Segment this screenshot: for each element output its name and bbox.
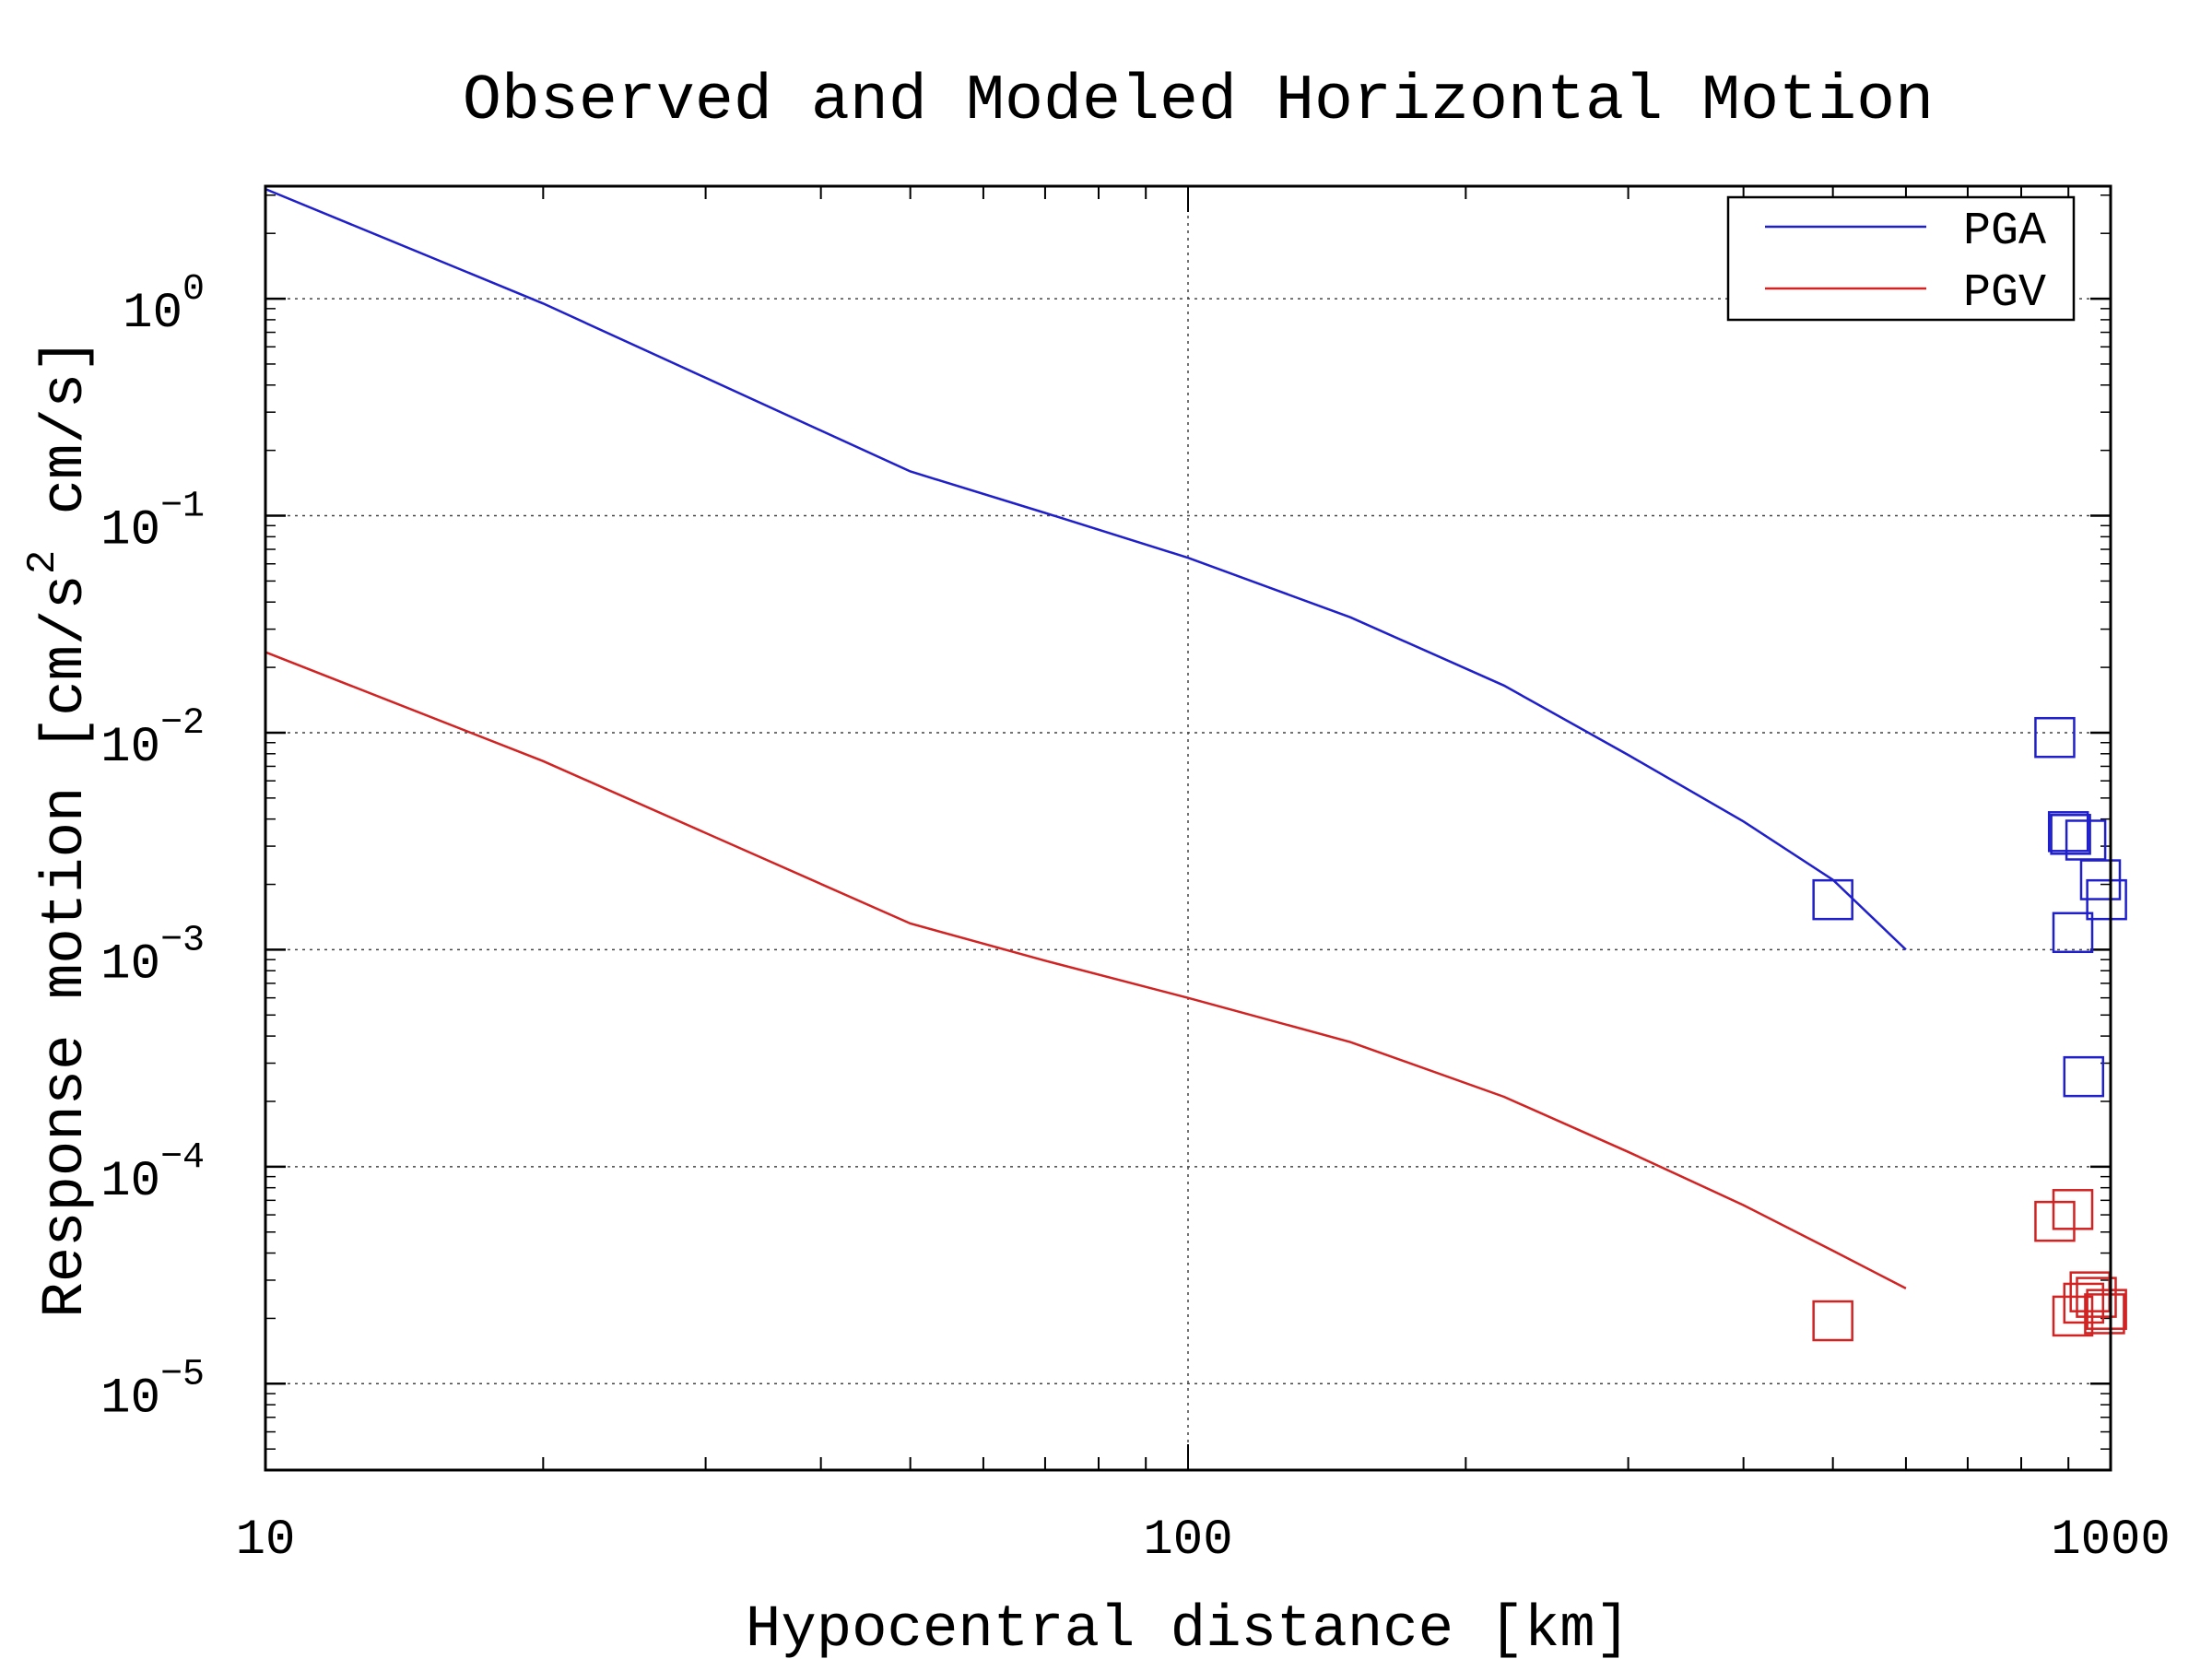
pga-observed-point (2047, 811, 2089, 853)
x-tick-labels: 10 100 1000 (236, 1512, 2171, 1569)
pgv-observed-point (2076, 1277, 2117, 1318)
x-tick-label: 10 (236, 1512, 296, 1569)
plot-frame (264, 184, 2112, 1472)
minor-ticks (265, 186, 2111, 1471)
grid (265, 186, 2111, 1470)
y-tick-label: 10−1 (100, 487, 205, 559)
pga-observed-point (2034, 716, 2076, 759)
legend: PGA PGV (1726, 195, 2076, 322)
pga-observed-point (1812, 878, 1853, 921)
y-tick-labels: 100 10−1 10−2 10−3 10−4 10−5 (100, 269, 205, 1427)
pgv-model-line (265, 651, 1907, 1290)
x-tick-label: 100 (1143, 1512, 1232, 1569)
pga-observed-point (2063, 1055, 2105, 1098)
y-tick-label: 10−5 (100, 1354, 205, 1427)
series-layer (265, 187, 2127, 1342)
plot-area (264, 184, 2127, 1472)
legend-box (1726, 195, 2076, 322)
y-tick-label: 10−2 (100, 703, 205, 776)
x-tick-label: 1000 (2051, 1512, 2171, 1569)
y-tick-label: 10−3 (100, 920, 205, 993)
pgv-observed-point (1812, 1300, 1853, 1342)
pga-observed-point (2086, 878, 2127, 921)
y-axis-label-prefix: Response motion [cm/s (33, 574, 100, 1318)
pga-model-line (265, 187, 1907, 951)
pga-observed-point (2050, 814, 2091, 855)
pgv-observed-point (2052, 1189, 2094, 1230)
pgv-observed-point (2086, 1288, 2127, 1330)
pga-observed-point (2052, 912, 2094, 954)
legend-label-pga: PGA (1963, 206, 2046, 258)
y-axis-label-suffix: cm/s] (33, 337, 100, 549)
y-tick-label: 10−4 (100, 1137, 205, 1210)
pgv-observed-point (2084, 1293, 2125, 1335)
y-axis-label: Response motion [cm/s2 cm/s] (20, 337, 100, 1317)
x-axis-label: Hypocentral distance [km] (746, 1597, 1630, 1659)
chart-title: Observed and Modeled Horizontal Motion (463, 65, 1934, 138)
y-tick-label: 100 (123, 269, 205, 342)
pgv-observed-point (2063, 1282, 2105, 1324)
pgv-observed-point (2034, 1200, 2076, 1242)
y-axis-label-sup: 2 (20, 550, 66, 574)
legend-label-pgv: PGV (1963, 267, 2046, 320)
